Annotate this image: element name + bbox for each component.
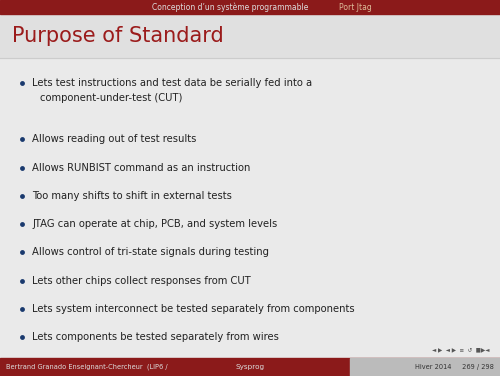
Text: Lets other chips collect responses from CUT: Lets other chips collect responses from … xyxy=(32,276,251,286)
Bar xyxy=(0,358,500,376)
Bar xyxy=(0,0,500,14)
Bar xyxy=(350,358,500,376)
Text: Lets system interconnect be tested separately from components: Lets system interconnect be tested separ… xyxy=(32,304,354,314)
Text: Allows control of tri-state signals during testing: Allows control of tri-state signals duri… xyxy=(32,247,269,257)
Text: Lets test instructions and test data be serially fed into a: Lets test instructions and test data be … xyxy=(32,78,312,88)
Text: Allows reading out of test results: Allows reading out of test results xyxy=(32,134,196,144)
Text: Too many shifts to shift in external tests: Too many shifts to shift in external tes… xyxy=(32,191,232,201)
Text: Conception d’un système programmable: Conception d’un système programmable xyxy=(152,2,308,12)
Bar xyxy=(0,14,500,58)
Text: Sysprog: Sysprog xyxy=(236,364,264,370)
Text: Lets components be tested separately from wires: Lets components be tested separately fro… xyxy=(32,332,279,342)
Text: component-under-test (CUT): component-under-test (CUT) xyxy=(40,94,182,103)
Text: Port Jtag: Port Jtag xyxy=(338,3,372,12)
Text: Hiver 2014     269 / 298: Hiver 2014 269 / 298 xyxy=(415,364,494,370)
Text: ◄ ▶  ◄ ▶  ≡  ↺  ■▶◄: ◄ ▶ ◄ ▶ ≡ ↺ ■▶◄ xyxy=(432,347,490,353)
Text: Allows RUNBIST command as an instruction: Allows RUNBIST command as an instruction xyxy=(32,163,250,173)
Text: Bertrand Granado Enseignant-Chercheur  (LIP6 /: Bertrand Granado Enseignant-Chercheur (L… xyxy=(6,364,168,370)
Text: JTAG can operate at chip, PCB, and system levels: JTAG can operate at chip, PCB, and syste… xyxy=(32,219,277,229)
Text: Purpose of Standard: Purpose of Standard xyxy=(12,26,224,46)
